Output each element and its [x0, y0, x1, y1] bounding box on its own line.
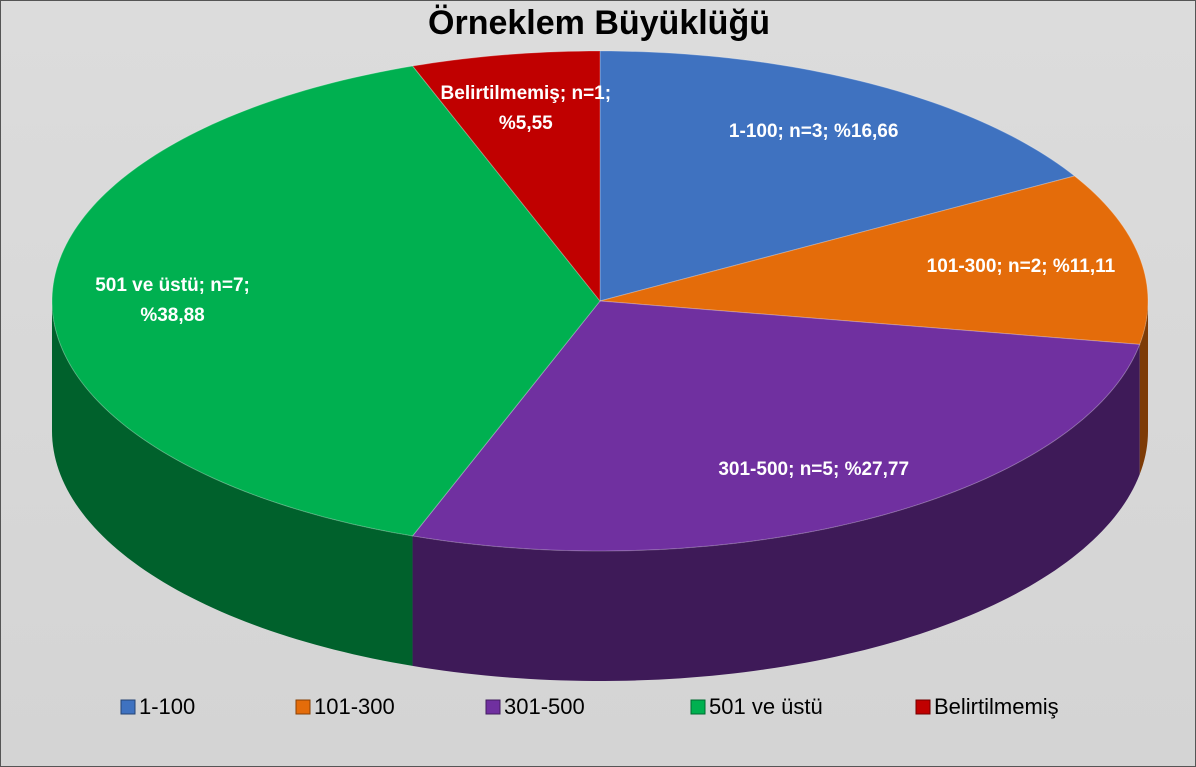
slice: [599, 175, 1149, 345]
legend-swatch: [690, 699, 706, 715]
data-label: 101-300; n=2; %11,11: [926, 256, 1116, 278]
legend-swatch: [915, 699, 931, 715]
legend-label: 501 ve üstü: [709, 694, 823, 719]
slice: [411, 300, 1141, 552]
legend-label: Belirtilmemiş: [934, 694, 1059, 719]
data-label: 301-500; n=5; %27,77: [718, 458, 910, 480]
slice-side: [1139, 301, 1148, 475]
data-label: Belirtilmemiş; n=1; %5,55: [440, 82, 612, 134]
data-label: 1-100; n=3; %16,66: [728, 121, 899, 143]
slice-side: [412, 344, 1140, 681]
legend-swatch: [485, 699, 501, 715]
slice-side: [52, 301, 413, 666]
legend-label: 101-300: [314, 694, 395, 719]
slice: [599, 50, 1076, 302]
slice: [51, 65, 601, 537]
legend-label: 301-500: [504, 694, 585, 719]
legend-label: 1-100: [139, 694, 195, 719]
data-label: 501 ve üstü; n=7; %38,88: [95, 274, 250, 326]
slice: [411, 50, 601, 303]
legend-swatch: [120, 699, 136, 715]
legend-swatch: [295, 699, 311, 715]
chart-title: Örneklem Büyüklüğü: [428, 4, 770, 42]
